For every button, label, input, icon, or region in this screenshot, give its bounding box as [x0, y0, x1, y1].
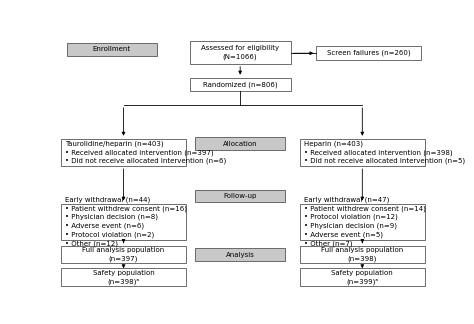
FancyBboxPatch shape [300, 268, 425, 286]
FancyBboxPatch shape [316, 46, 421, 60]
Text: Enrollment: Enrollment [92, 46, 131, 52]
Text: Taurolidine/heparin (n=403)
• Received allocated intervention (n=397)
• Did not : Taurolidine/heparin (n=403) • Received a… [65, 140, 227, 164]
Text: Screen failures (n=260): Screen failures (n=260) [327, 50, 410, 56]
FancyBboxPatch shape [300, 203, 425, 240]
FancyBboxPatch shape [195, 190, 285, 202]
Text: Early withdrawal (n=44)
• Patient withdrew consent (n=16)
• Physician decision (: Early withdrawal (n=44) • Patient withdr… [65, 196, 188, 247]
Text: Early withdrawal (n=47)
• Patient withdrew consent (n=14)
• Protocol violation (: Early withdrawal (n=47) • Patient withdr… [304, 196, 426, 247]
FancyBboxPatch shape [195, 137, 285, 150]
Text: Full analysis population
(n=397): Full analysis population (n=397) [82, 247, 164, 262]
Text: Follow-up: Follow-up [223, 193, 257, 199]
FancyBboxPatch shape [195, 249, 285, 261]
Text: Analysis: Analysis [226, 252, 255, 258]
FancyBboxPatch shape [61, 139, 186, 166]
Text: Assessed for eligibility
(N=1066): Assessed for eligibility (N=1066) [201, 45, 279, 60]
Text: Safety population
(n=398)ᵃ: Safety population (n=398)ᵃ [92, 270, 155, 284]
FancyBboxPatch shape [61, 268, 186, 286]
FancyBboxPatch shape [300, 139, 425, 166]
FancyBboxPatch shape [61, 246, 186, 263]
FancyBboxPatch shape [190, 77, 291, 91]
Text: Full analysis population
(n=398): Full analysis population (n=398) [321, 247, 403, 262]
FancyBboxPatch shape [190, 41, 291, 64]
FancyBboxPatch shape [66, 43, 156, 56]
FancyBboxPatch shape [300, 246, 425, 263]
Text: Heparin (n=403)
• Received allocated intervention (n=398)
• Did not receive allo: Heparin (n=403) • Received allocated int… [304, 140, 465, 164]
FancyBboxPatch shape [61, 203, 186, 240]
Text: Allocation: Allocation [223, 141, 257, 147]
Text: Randomized (n=806): Randomized (n=806) [203, 81, 277, 88]
Text: Safety population
(n=399)ᵃ: Safety population (n=399)ᵃ [331, 270, 393, 284]
